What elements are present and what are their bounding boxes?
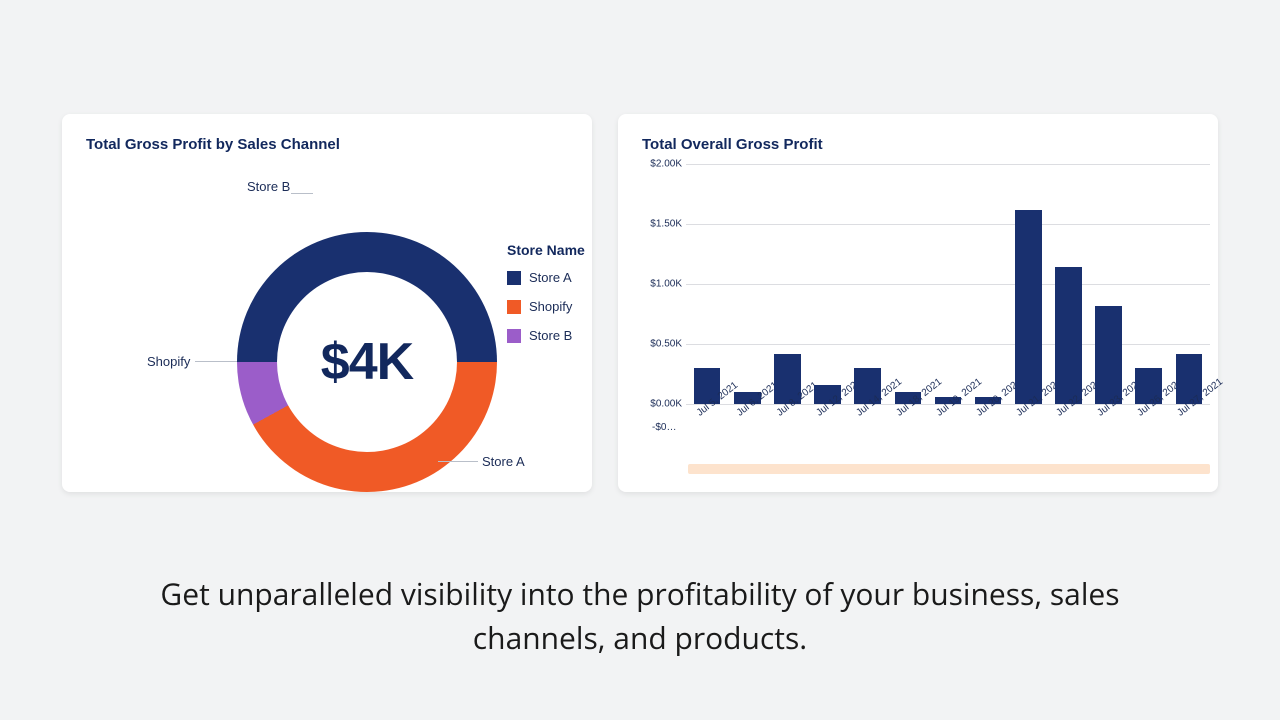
bar-slot: Jul 22, 2021 xyxy=(1051,164,1085,404)
bar xyxy=(1015,210,1042,404)
bar-slot: Jul 26, 2021 xyxy=(1132,164,1166,404)
bar-slot: Jul 8, 2021 xyxy=(770,164,804,404)
donut-label-store-a: Store A xyxy=(482,454,525,469)
y-tick-label: $1.00K xyxy=(650,279,682,290)
donut-area: $4K Store B Shopify Store A Store Name S… xyxy=(62,164,592,492)
card-gross-profit-by-channel: Total Gross Profit by Sales Channel $4K … xyxy=(62,114,592,492)
bar-slot: Jul 20, 2021 xyxy=(971,164,1005,404)
bar-slot: Jul 21, 2021 xyxy=(1011,164,1045,404)
leader-line xyxy=(438,461,478,462)
bar-slot: Jul 18, 2021 xyxy=(891,164,925,404)
donut-chart: $4K xyxy=(237,232,497,492)
bar-y-labels: $0.00K$0.50K$1.00K$1.50K$2.00K xyxy=(634,164,686,404)
donut-label-shopify: Shopify xyxy=(147,354,190,369)
legend-label: Store B xyxy=(529,328,572,343)
y-tick-label: $1.50K xyxy=(650,219,682,230)
legend-item: Store B xyxy=(507,328,607,343)
card-title: Total Gross Profit by Sales Channel xyxy=(86,136,568,153)
bar-slot: Jul 23, 2021 xyxy=(1092,164,1126,404)
legend-item: Shopify xyxy=(507,299,607,314)
donut-label-text: Store B xyxy=(247,179,290,194)
bar xyxy=(1095,306,1122,404)
bar-slot: Jul 19, 2021 xyxy=(931,164,965,404)
bar-slot: Jul 12, 2021 xyxy=(810,164,844,404)
donut-hole: $4K xyxy=(277,272,457,452)
bar-slot: Jul 5, 2021 xyxy=(690,164,724,404)
bar-slot: Jul 6, 2021 xyxy=(730,164,764,404)
y-tick-label: $2.00K xyxy=(650,159,682,170)
bar xyxy=(1055,267,1082,404)
leader-line xyxy=(195,361,237,362)
donut-center-value: $4K xyxy=(321,332,413,392)
y-tick-label: $0.50K xyxy=(650,339,682,350)
legend-swatch xyxy=(507,271,521,285)
bar-slot: Jul 27, 2021 xyxy=(1172,164,1206,404)
legend-item: Store A xyxy=(507,270,607,285)
donut-label-text: Shopify xyxy=(147,354,190,369)
bar-slot: Jul 14, 2021 xyxy=(851,164,885,404)
legend-title: Store Name xyxy=(507,242,607,258)
bars: Jul 5, 2021Jul 6, 2021Jul 8, 2021Jul 12,… xyxy=(686,164,1210,404)
legend-swatch xyxy=(507,300,521,314)
donut-legend: Store Name Store A Shopify Store B xyxy=(507,242,607,357)
bar-plot: $0.00K$0.50K$1.00K$1.50K$2.00K Jul 5, 20… xyxy=(634,164,1210,452)
marketing-caption: Get unparalleled visibility into the pro… xyxy=(0,572,1280,660)
bar-scroll-track[interactable] xyxy=(688,464,1210,474)
bar-neg-label: -$0… xyxy=(652,422,676,433)
donut-label-store-b: Store B xyxy=(247,179,290,194)
legend-label: Shopify xyxy=(529,299,572,314)
legend-label: Store A xyxy=(529,270,572,285)
leader-line xyxy=(291,193,313,194)
y-tick-label: $0.00K xyxy=(650,399,682,410)
card-overall-gross-profit: Total Overall Gross Profit $0.00K $0.50K $… xyxy=(618,114,1218,492)
cards-row: Total Gross Profit by Sales Channel $4K … xyxy=(62,114,1218,492)
donut-label-text: Store A xyxy=(482,454,525,469)
legend-swatch xyxy=(507,329,521,343)
card-title: Total Overall Gross Profit xyxy=(642,136,1194,153)
